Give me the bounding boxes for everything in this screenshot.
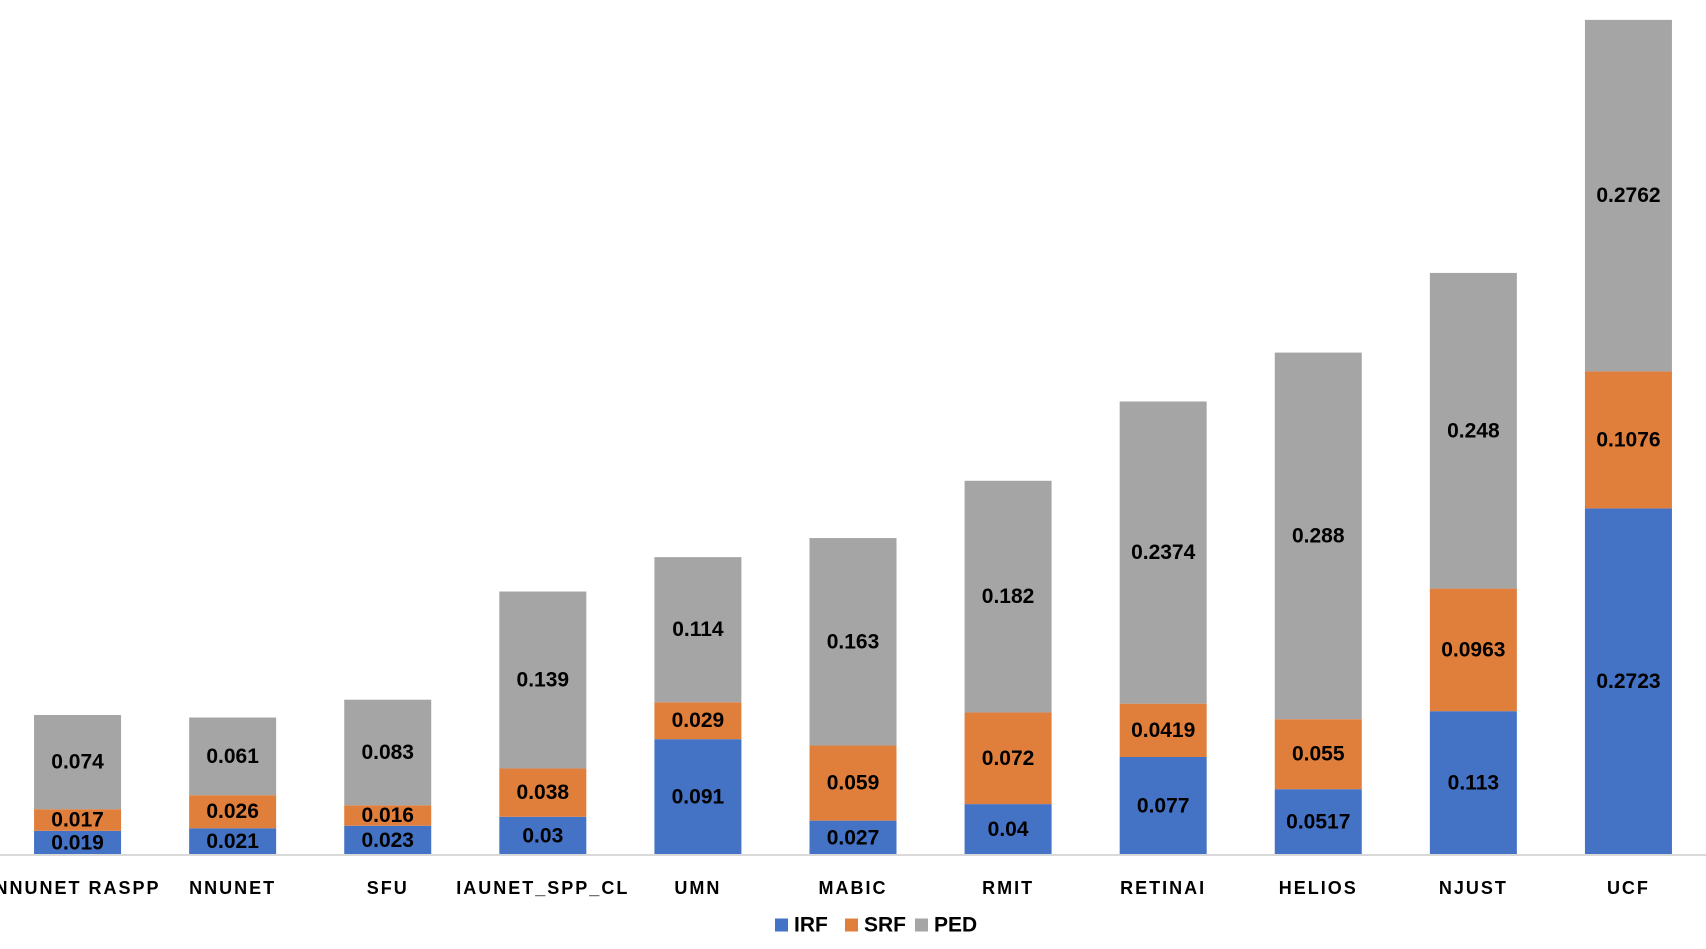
bar-segment-irf-2 [344,825,432,855]
value-label-ped-9: 0.248 [1447,419,1500,442]
bar-segment-ped-9 [1429,272,1517,589]
value-label-irf-1: 0.021 [206,830,259,853]
bar-segment-ped-2 [344,699,432,806]
bar-segment-ped-3 [499,591,587,769]
value-label-ped-10: 0.2762 [1596,184,1660,207]
value-label-srf-3: 0.038 [517,781,570,804]
value-label-ped-2: 0.083 [361,741,414,764]
bar-segment-srf-10 [1584,371,1672,509]
value-label-ped-3: 0.139 [517,668,570,691]
category-label-4: UMN [674,878,721,898]
value-label-ped-7: 0.2374 [1131,541,1196,564]
value-label-srf-7: 0.0419 [1131,719,1195,742]
value-label-srf-0: 0.017 [51,809,104,832]
bars-layer [34,19,1672,855]
legend-swatch-ped [915,918,928,932]
value-label-irf-3: 0.03 [522,824,563,847]
legend-label-srf: SRF [864,914,906,937]
bar-segment-irf-4 [654,739,742,855]
bar-segment-ped-4 [654,557,742,703]
value-label-srf-2: 0.016 [361,804,414,827]
category-label-9: NJUST [1439,878,1508,898]
value-label-irf-10: 0.2723 [1596,670,1660,693]
value-label-irf-8: 0.0517 [1286,811,1350,834]
bar-segment-srf-6 [964,712,1052,805]
bar-segment-srf-7 [1119,703,1207,757]
category-label-8: HELIOS [1279,878,1358,898]
bar-segment-ped-7 [1119,401,1207,704]
category-label-6: RMIT [982,878,1034,898]
bar-segment-srf-2 [344,805,432,826]
category-label-7: RETINAI [1120,878,1206,898]
category-label-2: SFU [367,878,409,898]
value-label-irf-9: 0.113 [1448,772,1499,795]
bar-segment-srf-8 [1274,719,1362,790]
value-label-srf-5: 0.059 [827,772,880,795]
value-label-irf-7: 0.077 [1137,794,1190,817]
value-label-irf-4: 0.091 [672,786,725,809]
value-label-ped-8: 0.288 [1292,524,1345,547]
value-label-srf-9: 0.0963 [1441,638,1505,661]
value-label-srf-6: 0.072 [982,747,1035,770]
legend-label-ped: PED [934,914,977,937]
bar-segment-ped-5 [809,538,897,746]
value-label-irf-5: 0.027 [827,826,880,849]
category-label-0: NNUNET RASPP [0,878,161,898]
legend-label-irf: IRF [794,914,828,937]
bar-segment-ped-1 [189,717,277,796]
legend-swatch-irf [775,918,788,932]
category-label-10: UCF [1607,878,1650,898]
bar-segment-ped-8 [1274,352,1362,720]
bar-segment-irf-8 [1274,789,1362,855]
value-label-ped-0: 0.074 [51,751,104,774]
value-label-srf-10: 0.1076 [1596,428,1660,451]
bar-segment-srf-5 [809,745,897,821]
bar-segment-srf-0 [34,809,122,831]
value-label-srf-1: 0.026 [206,800,259,823]
bar-segment-srf-1 [189,795,277,829]
bar-segment-irf-5 [809,820,897,855]
bar-segment-srf-3 [499,768,587,817]
bar-segment-irf-7 [1119,756,1207,855]
category-label-5: MABIC [819,878,888,898]
bar-segment-irf-3 [499,816,587,855]
legend-swatch-srf [845,918,858,932]
bar-segment-srf-9 [1429,588,1517,712]
bar-segment-irf-6 [964,804,1052,855]
bar-segment-irf-9 [1429,711,1517,855]
bar-segment-irf-0 [34,830,122,855]
value-label-ped-4: 0.114 [672,618,724,641]
category-labels-layer: NNUNET RASPP NNUNET SFU IAUNET_SPP_CL UMN MAB… [0,878,1650,898]
value-label-irf-2: 0.023 [361,829,414,852]
bar-segment-ped-0 [34,714,122,810]
value-label-ped-6: 0.182 [982,585,1035,608]
value-label-srf-8: 0.055 [1292,743,1345,766]
bar-segment-ped-10 [1584,19,1672,372]
category-label-1: NNUNET [189,878,276,898]
bar-segment-irf-10 [1584,508,1672,855]
bar-segment-ped-6 [964,480,1052,713]
legend: IRF SRF PED [775,914,977,937]
category-label-3: IAUNET_SPP_CL [456,878,629,898]
bar-segment-srf-4 [654,702,742,740]
value-label-ped-5: 0.163 [827,630,880,653]
value-label-irf-0: 0.019 [51,831,104,854]
value-label-srf-4: 0.029 [672,709,725,732]
value-label-ped-1: 0.061 [206,745,259,768]
bar-segment-irf-1 [189,828,277,855]
value-label-irf-6: 0.04 [988,818,1029,841]
